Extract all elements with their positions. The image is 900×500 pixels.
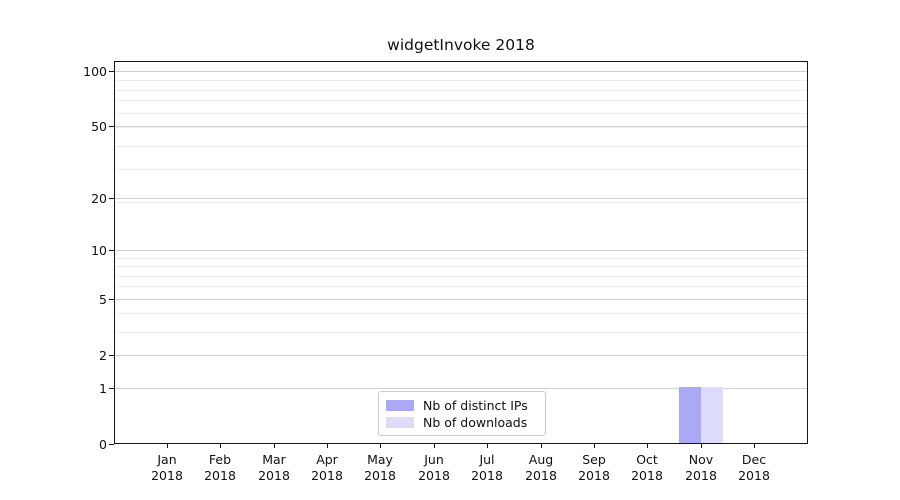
x-tick-label-month: Jul	[479, 452, 495, 467]
y-tick-mark	[109, 71, 114, 72]
x-tick-label: Nov 2018	[685, 452, 717, 484]
y-tick-mark	[109, 299, 114, 300]
x-tick-label-month: Mar	[262, 452, 286, 467]
gridline-minor	[115, 127, 807, 128]
x-tick-label: Sep 2018	[578, 452, 610, 484]
gridline-major	[115, 388, 807, 389]
plot-area	[114, 61, 808, 444]
gridline-minor	[115, 169, 807, 170]
gridline-major	[115, 71, 807, 72]
x-tick-label: May 2018	[364, 452, 396, 484]
gridline-minor	[115, 276, 807, 277]
legend-swatch-distinct-ips	[386, 400, 414, 411]
gridline-major	[115, 126, 807, 127]
gridline-major	[115, 198, 807, 199]
x-tick-label-year: 2018	[418, 468, 450, 483]
x-tick-mark	[541, 444, 542, 448]
x-tick-label-year: 2018	[685, 468, 717, 483]
x-tick-label-month: Jan	[157, 452, 177, 467]
x-tick-label: Aug 2018	[525, 452, 557, 484]
legend-label-downloads: Nb of downloads	[423, 414, 528, 430]
bar-downloads	[701, 387, 723, 443]
x-tick-label-year: 2018	[364, 468, 396, 483]
y-tick-mark	[109, 355, 114, 356]
bar-distinct-ips	[679, 387, 701, 443]
y-tick-label: 20	[91, 190, 107, 206]
x-tick-label: Oct 2018	[631, 452, 663, 484]
legend-swatch-downloads	[386, 417, 414, 428]
legend: Nb of distinct IPs Nb of downloads	[378, 391, 546, 436]
x-tick-mark	[274, 444, 275, 448]
x-tick-mark	[647, 444, 648, 448]
gridline-minor	[115, 266, 807, 267]
y-tick-mark	[109, 388, 114, 389]
legend-label-distinct-ips: Nb of distinct IPs	[423, 397, 528, 413]
x-tick-label-year: 2018	[471, 468, 503, 483]
gridline-minor	[115, 332, 807, 333]
gridline-minor	[115, 100, 807, 101]
chart-title: widgetInvoke 2018	[387, 36, 535, 54]
y-tick-mark	[109, 250, 114, 251]
x-tick-label-month: Dec	[741, 452, 767, 467]
y-tick-label: 50	[91, 118, 107, 134]
x-tick-label: Feb 2018	[204, 452, 236, 484]
x-tick-label-year: 2018	[631, 468, 663, 483]
gridline-major	[115, 250, 807, 251]
x-tick-mark	[220, 444, 221, 448]
x-tick-mark	[434, 444, 435, 448]
x-tick-mark	[754, 444, 755, 448]
x-tick-mark	[327, 444, 328, 448]
gridline-minor	[115, 286, 807, 287]
x-tick-label: Mar 2018	[258, 452, 290, 484]
x-tick-label-month: Jun	[424, 452, 444, 467]
x-tick-mark	[380, 444, 381, 448]
x-tick-label-year: 2018	[578, 468, 610, 483]
gridline-minor	[115, 113, 807, 114]
x-tick-label-year: 2018	[204, 468, 236, 483]
gridline-minor	[115, 202, 807, 203]
x-tick-mark	[594, 444, 595, 448]
gridline-major	[115, 299, 807, 300]
x-tick-label-year: 2018	[258, 468, 290, 483]
y-tick-mark	[109, 198, 114, 199]
x-tick-label-month: May	[367, 452, 393, 467]
y-tick-label: 100	[83, 63, 107, 79]
x-tick-mark	[487, 444, 488, 448]
x-tick-label: Jan 2018	[151, 452, 183, 484]
x-tick-label-month: Apr	[316, 452, 338, 467]
y-tick-label: 2	[99, 347, 107, 363]
x-tick-label-month: Oct	[636, 452, 658, 467]
x-tick-label-year: 2018	[738, 468, 770, 483]
legend-entry-distinct-ips: Nb of distinct IPs	[386, 397, 545, 414]
gridline-minor	[115, 258, 807, 259]
x-tick-label-month: Feb	[208, 452, 232, 467]
legend-entry-downloads: Nb of downloads	[386, 414, 545, 431]
x-tick-mark	[701, 444, 702, 448]
y-tick-label: 1	[99, 380, 107, 396]
x-tick-label: Jul 2018	[471, 452, 503, 484]
x-tick-mark	[167, 444, 168, 448]
x-tick-label-month: Sep	[582, 452, 606, 467]
x-tick-label: Jun 2018	[418, 452, 450, 484]
x-tick-label: Dec 2018	[738, 452, 770, 484]
x-tick-label: Apr 2018	[311, 452, 343, 484]
x-tick-label-month: Aug	[528, 452, 554, 467]
y-tick-label: 10	[91, 242, 107, 258]
gridline-minor	[115, 313, 807, 314]
x-tick-label-year: 2018	[525, 468, 557, 483]
y-tick-label: 5	[99, 291, 107, 307]
y-tick-mark	[109, 444, 114, 445]
y-tick-mark	[109, 126, 114, 127]
x-tick-label-month: Nov	[688, 452, 714, 467]
y-tick-label: 0	[99, 436, 107, 452]
gridline-minor	[115, 146, 807, 147]
gridline-minor	[115, 90, 807, 91]
x-tick-label-year: 2018	[311, 468, 343, 483]
gridline-minor	[115, 80, 807, 81]
x-tick-label-year: 2018	[151, 468, 183, 483]
gridline-major	[115, 355, 807, 356]
